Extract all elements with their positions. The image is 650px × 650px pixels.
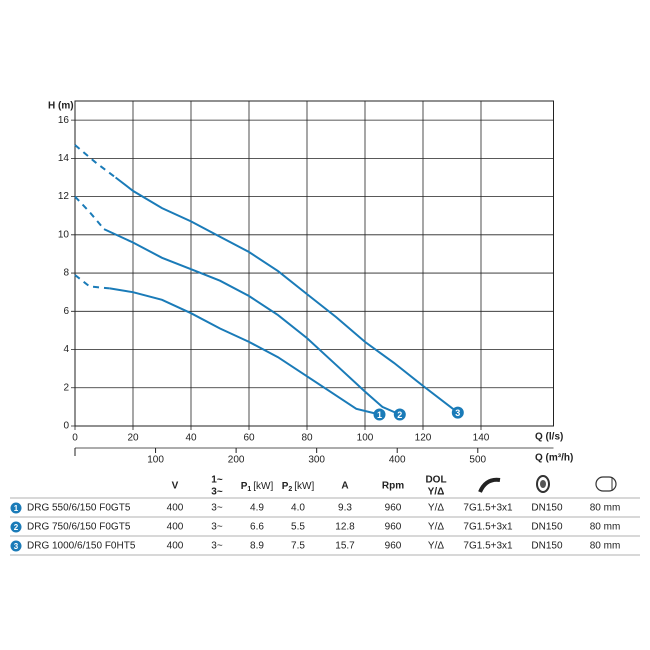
pump-curve — [109, 287, 380, 416]
header-subscript: 2 — [288, 486, 292, 493]
header-subscript: 1 — [247, 486, 251, 493]
table-header: Y/Δ — [428, 487, 445, 498]
y-tick-label: 6 — [63, 306, 69, 317]
row-number: 3 — [14, 542, 19, 551]
table-cell: Y/Δ — [428, 503, 444, 514]
header-symbol: P — [282, 481, 289, 492]
pump-curve — [103, 228, 401, 416]
x-tick-label: 140 — [473, 433, 490, 444]
y-axis-label: H (m) — [48, 101, 74, 112]
table-cell: 8.9 — [250, 541, 264, 552]
row-marker — [10, 540, 22, 552]
table-cell: 4.0 — [291, 503, 305, 514]
y-tick-label: 12 — [58, 191, 70, 202]
x-tick-label: 120 — [415, 433, 432, 444]
pump-curve — [114, 176, 459, 414]
table-cell: 12.8 — [335, 522, 355, 533]
table-cell: 80 mm — [590, 522, 621, 533]
table-cell: 3~ — [211, 541, 223, 552]
row-marker — [10, 502, 22, 514]
table-cell: 80 mm — [590, 503, 621, 514]
table-header: P2 [kW] — [282, 481, 315, 493]
table-cell: 3~ — [211, 503, 223, 514]
table-cell: 400 — [167, 541, 184, 552]
row-number: 2 — [14, 523, 19, 532]
cable-icon — [478, 477, 501, 493]
table-header: V — [172, 481, 179, 492]
curve-marker — [373, 408, 386, 421]
x-tick-label: 100 — [357, 433, 374, 444]
x-axis-label: Q (l/s) — [535, 432, 563, 443]
table-cell: 400 — [167, 503, 184, 514]
y-tick-label: 0 — [63, 421, 69, 432]
table-header: P1 [kW] — [241, 481, 274, 493]
x2-tick-label: 100 — [147, 455, 164, 466]
table-header: 3~ — [211, 487, 223, 498]
x-tick-label: 80 — [301, 433, 313, 444]
plot-frame — [74, 100, 554, 427]
table-cell: 9.3 — [338, 503, 352, 514]
table-cell: DN150 — [531, 522, 563, 533]
x2-axis-label: Q (m³/h) — [535, 453, 573, 464]
table-cell: 6.6 — [250, 522, 264, 533]
x-tick-label: 0 — [72, 433, 78, 444]
y-tick-label: 10 — [58, 229, 70, 240]
row-marker — [10, 521, 22, 533]
table-cell: 7G1.5+3x1 — [463, 503, 513, 514]
row-number: 1 — [14, 504, 19, 513]
table-header: Rpm — [382, 481, 404, 492]
flange-icon — [536, 475, 550, 493]
y-tick-label: 4 — [63, 344, 69, 355]
table-cell: Y/Δ — [428, 541, 444, 552]
curve-marker — [451, 406, 464, 419]
table-cell: DN150 — [531, 541, 563, 552]
model-name: DRG 550/6/150 F0GT5 — [27, 503, 131, 514]
x2-tick-label: 200 — [228, 455, 245, 466]
x-tick-label: 40 — [185, 433, 197, 444]
x2-tick-label: 400 — [389, 455, 406, 466]
curve-marker — [393, 408, 406, 421]
curve-marker-label: 2 — [397, 410, 402, 420]
diameter-icon — [595, 476, 617, 492]
curve-marker-label: 1 — [377, 410, 382, 420]
extrapolated-curve — [74, 144, 117, 179]
x2-tick-label: 500 — [469, 455, 486, 466]
table-cell: 7.5 — [291, 541, 305, 552]
extrapolated-curve — [74, 195, 105, 230]
table-cell: 960 — [385, 522, 402, 533]
table-cell: 960 — [385, 541, 402, 552]
table-header: DOL — [425, 475, 446, 486]
x2-tick-label: 300 — [308, 455, 325, 466]
table-lines — [10, 497, 640, 556]
table-cell: 960 — [385, 503, 402, 514]
table-cell: 400 — [167, 522, 184, 533]
model-name: DRG 750/6/150 F0GT5 — [27, 522, 131, 533]
header-unit: [kW] — [253, 481, 273, 492]
table-cell: DN150 — [531, 503, 563, 514]
table-cell: 4.9 — [250, 503, 264, 514]
table-header: 1~ — [211, 475, 223, 486]
curve-marker-label: 3 — [455, 408, 460, 418]
table-cell: 7G1.5+3x1 — [463, 522, 513, 533]
y-tick-label: 8 — [63, 268, 69, 279]
x-tick-label: 20 — [127, 433, 139, 444]
table-cell: 15.7 — [335, 541, 355, 552]
table-cell: 5.5 — [291, 522, 305, 533]
x-tick-label: 60 — [243, 433, 255, 444]
header-symbol: P — [241, 481, 248, 492]
y-tick-label: 16 — [58, 115, 70, 126]
extrapolated-curve — [74, 274, 110, 290]
y-tick-label: 2 — [63, 382, 69, 393]
table-header: A — [341, 481, 348, 492]
header-unit: [kW] — [294, 481, 314, 492]
table-cell: 7G1.5+3x1 — [463, 541, 513, 552]
y-tick-label: 14 — [58, 153, 70, 164]
table-cell: Y/Δ — [428, 522, 444, 533]
model-name: DRG 1000/6/150 F0HT5 — [27, 541, 136, 552]
table-cell: 80 mm — [590, 541, 621, 552]
table-cell: 3~ — [211, 522, 223, 533]
